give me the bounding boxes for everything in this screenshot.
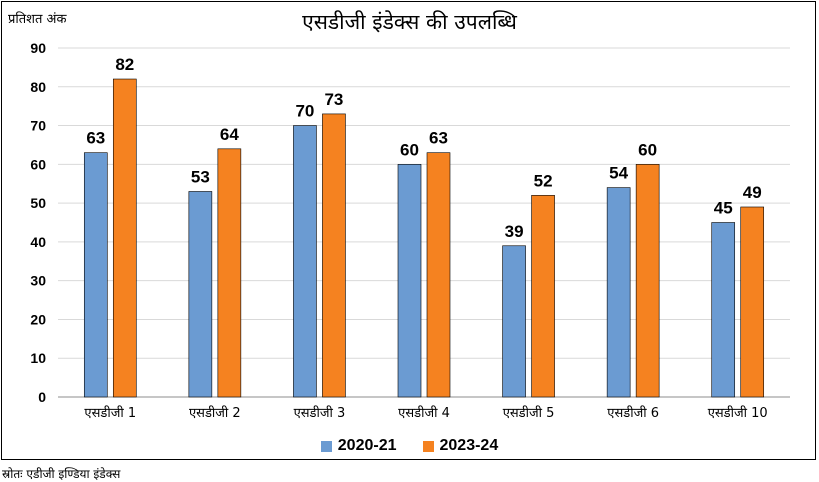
data-label: 73: [324, 90, 343, 109]
x-tick-label: एसडीजी 1: [84, 405, 136, 421]
bar-series-2: [740, 206, 765, 398]
legend-label-series-1: 2020-21: [337, 437, 397, 454]
bar-series-1: [711, 222, 736, 398]
y-tick-label: 60: [30, 156, 46, 172]
data-label: 54: [609, 164, 628, 183]
y-tick-label: 20: [30, 311, 46, 327]
legend-item-series-2: 2023-24: [422, 437, 499, 455]
y-tick-label: 70: [30, 118, 46, 134]
data-label: 60: [638, 140, 657, 159]
chart-title: एसडीजी इंडेक्स की उपलब्धि: [302, 10, 517, 34]
data-label: 52: [534, 171, 553, 190]
y-tick-label: 0: [38, 389, 46, 405]
bar-series-2: [635, 164, 660, 398]
bar-series-1: [502, 245, 526, 398]
data-label: 45: [714, 199, 733, 218]
legend-swatch-series-1: [320, 440, 332, 452]
source-note: स्रोतः एडीजी इण्डिया इंडेक्स: [2, 467, 121, 481]
bar-series-2: [322, 113, 346, 398]
bar-series-1: [606, 187, 631, 398]
legend-label-series-2: 2023-24: [439, 437, 499, 454]
y-tick-label: 50: [30, 195, 46, 211]
data-label: 39: [505, 222, 524, 241]
bar-series-2: [531, 195, 555, 398]
x-tick-label: एसडीजी 4: [398, 405, 450, 421]
y-tick-label: 10: [30, 350, 46, 366]
bar-series-1: [188, 191, 213, 398]
bar-series-1: [397, 164, 422, 398]
legend-item-series-1: 2020-21: [320, 437, 397, 455]
bar-series-2: [112, 78, 137, 398]
x-tick-label: एसडीजी 3: [294, 405, 346, 421]
y-axis-unit-label: प्रतिशत अंक: [8, 12, 67, 27]
bar-series-1: [293, 125, 317, 398]
data-label: 49: [743, 183, 762, 202]
x-tick-label: एसडीजी 6: [607, 405, 659, 421]
bar-series-1: [83, 152, 108, 398]
chart-legend: 2020-21 2023-24: [0, 437, 819, 455]
data-label: 82: [115, 55, 134, 74]
data-label: 60: [400, 140, 419, 159]
legend-swatch-series-2: [422, 440, 434, 452]
y-tick-label: 30: [30, 273, 46, 289]
data-label: 70: [295, 102, 314, 121]
y-tick-label: 40: [30, 234, 46, 250]
x-tick-label: एसडीजी 10: [708, 405, 768, 421]
bar-series-2: [426, 152, 451, 398]
bar-series-2: [217, 148, 242, 398]
data-label: 63: [86, 129, 105, 148]
data-label: 64: [220, 125, 239, 144]
data-label: 53: [191, 167, 210, 186]
y-tick-label: 80: [30, 79, 46, 95]
x-tick-label: एसडीजी 5: [503, 405, 555, 421]
y-tick-label: 90: [30, 40, 46, 56]
data-label: 63: [429, 129, 448, 148]
x-tick-label: एसडीजी 2: [189, 405, 241, 421]
